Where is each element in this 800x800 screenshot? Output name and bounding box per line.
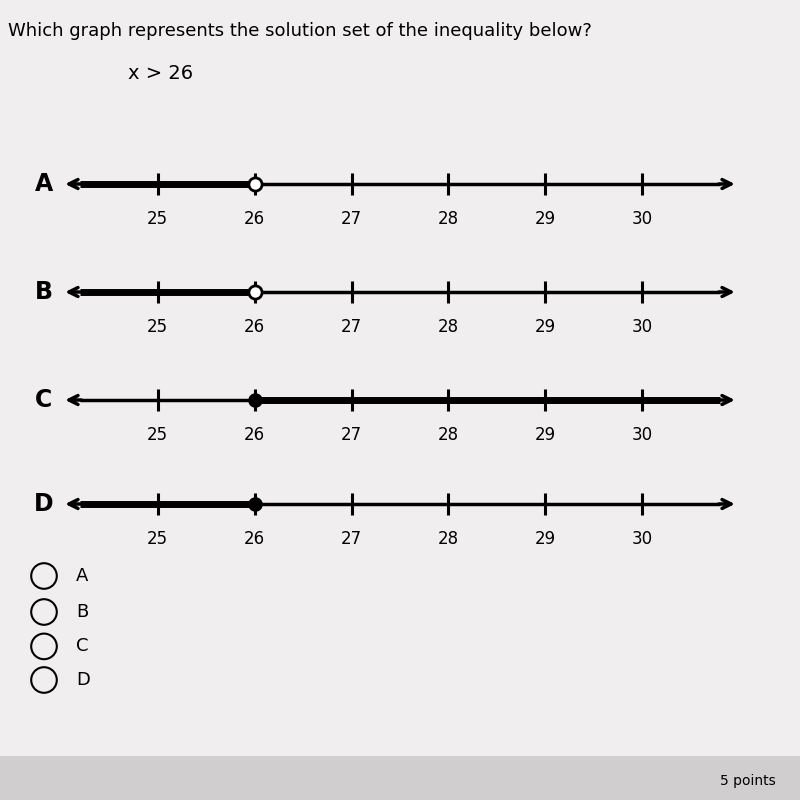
Text: x > 26: x > 26 xyxy=(128,64,193,83)
Point xyxy=(248,498,261,510)
Point xyxy=(248,286,261,298)
Text: 27: 27 xyxy=(341,210,362,229)
Text: A: A xyxy=(76,567,88,585)
Text: C: C xyxy=(35,388,53,412)
Text: B: B xyxy=(35,280,53,304)
Text: 26: 26 xyxy=(244,318,265,336)
Text: B: B xyxy=(76,603,88,621)
Text: 27: 27 xyxy=(341,318,362,336)
Text: 25: 25 xyxy=(147,530,168,549)
Text: 25: 25 xyxy=(147,318,168,336)
Text: D: D xyxy=(34,492,54,516)
Text: 27: 27 xyxy=(341,530,362,549)
Point xyxy=(248,394,261,406)
Text: 28: 28 xyxy=(438,210,459,229)
Text: 28: 28 xyxy=(438,530,459,549)
Text: 26: 26 xyxy=(244,210,265,229)
Text: 25: 25 xyxy=(147,210,168,229)
Text: 28: 28 xyxy=(438,426,459,445)
Text: 29: 29 xyxy=(535,426,556,445)
Point xyxy=(248,178,261,190)
Text: 30: 30 xyxy=(632,318,653,336)
Text: 25: 25 xyxy=(147,426,168,445)
Text: 29: 29 xyxy=(535,530,556,549)
Text: 5 points: 5 points xyxy=(720,774,776,788)
Text: 26: 26 xyxy=(244,426,265,445)
Text: A: A xyxy=(35,172,53,196)
Text: 30: 30 xyxy=(632,426,653,445)
Text: C: C xyxy=(76,638,89,655)
Text: 27: 27 xyxy=(341,426,362,445)
Text: 30: 30 xyxy=(632,530,653,549)
Text: 29: 29 xyxy=(535,318,556,336)
Text: D: D xyxy=(76,671,90,689)
Text: Which graph represents the solution set of the inequality below?: Which graph represents the solution set … xyxy=(8,22,592,40)
Text: 30: 30 xyxy=(632,210,653,229)
Text: 29: 29 xyxy=(535,210,556,229)
FancyBboxPatch shape xyxy=(0,756,800,800)
Text: 26: 26 xyxy=(244,530,265,549)
Text: 28: 28 xyxy=(438,318,459,336)
